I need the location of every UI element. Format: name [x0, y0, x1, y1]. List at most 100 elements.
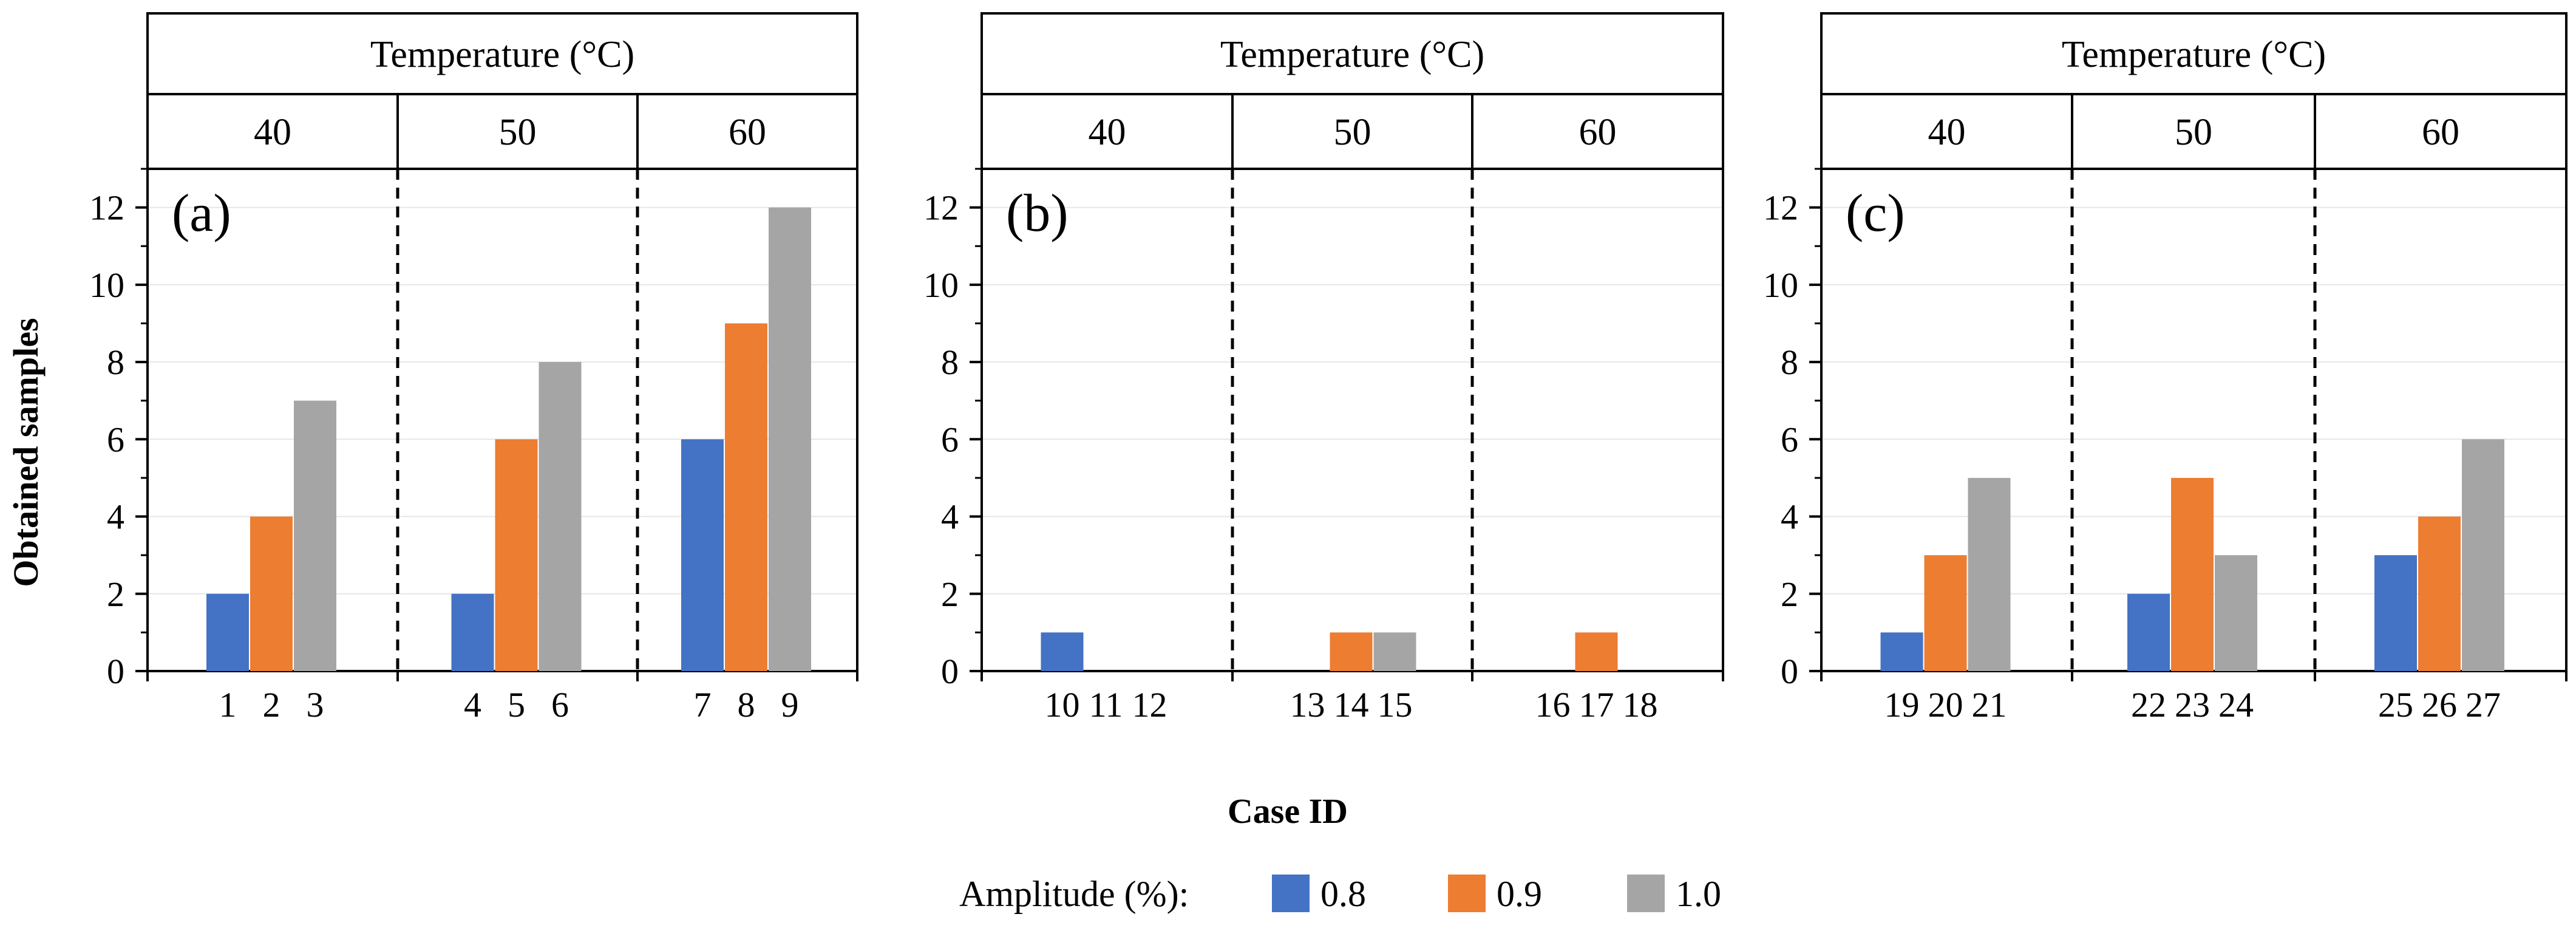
panel-label: (c) [1846, 184, 1905, 243]
x-tick-label: 3 [307, 685, 324, 725]
y-tick-label: 4 [1781, 497, 1798, 537]
x-tick-label: 27 [2466, 685, 2501, 725]
x-tick-label: 16 [1535, 685, 1571, 725]
bar-case-17 [1575, 632, 1618, 671]
y-tick-label: 2 [107, 575, 124, 614]
bar-case-4 [451, 593, 494, 671]
x-tick-label: 2 [263, 685, 280, 725]
x-tick-label: 24 [2218, 685, 2254, 725]
bar-case-26 [2418, 516, 2461, 671]
temperature-header-title: Temperature (°C) [2062, 34, 2326, 75]
legend-label-1_0: 1.0 [1676, 874, 1721, 914]
legend-swatch-1_0 [1627, 875, 1665, 912]
x-tick-label: 17 [1579, 685, 1614, 725]
x-tick-label: 8 [738, 685, 755, 725]
temperature-header-title: Temperature (°C) [1220, 34, 1484, 75]
y-tick-label: 2 [941, 575, 959, 614]
x-tick-label: 12 [1132, 685, 1167, 725]
bar-case-5 [495, 439, 538, 671]
x-tick-label: 22 [2131, 685, 2166, 725]
x-tick-label: 6 [551, 685, 569, 725]
bar-case-7 [681, 439, 724, 671]
bar-case-6 [539, 362, 582, 671]
bar-case-14 [1330, 632, 1373, 671]
legend-label-0_8: 0.8 [1320, 874, 1366, 914]
y-axis-label: Obtained samples [6, 318, 46, 587]
bar-case-15 [1373, 632, 1416, 671]
x-tick-label: 13 [1290, 685, 1325, 725]
bar-case-24 [2215, 555, 2257, 671]
x-tick-label: 26 [2422, 685, 2457, 725]
y-tick-label: 8 [941, 343, 959, 382]
temperature-group-label: 50 [2175, 112, 2212, 153]
temperature-group-label: 40 [254, 112, 291, 153]
temperature-group-label: 40 [1089, 112, 1126, 153]
panel-label: (b) [1006, 184, 1069, 243]
y-tick-label: 12 [1763, 188, 1798, 228]
temperature-group-label: 60 [2422, 112, 2459, 153]
legend-label-0_9: 0.9 [1497, 874, 1542, 914]
bar-case-3 [294, 400, 336, 671]
bar-case-9 [769, 207, 811, 672]
x-tick-label: 7 [694, 685, 712, 725]
bar-case-2 [250, 516, 293, 671]
y-tick-label: 6 [941, 420, 959, 459]
y-tick-label: 6 [107, 420, 124, 459]
y-tick-label: 8 [107, 343, 124, 382]
y-tick-label: 12 [89, 188, 124, 228]
bar-case-23 [2171, 477, 2214, 671]
y-tick-label: 6 [1781, 420, 1798, 459]
y-tick-label: 0 [107, 652, 124, 691]
temperature-group-label: 50 [1334, 112, 1371, 153]
temperature-group-label: 60 [729, 112, 766, 153]
x-tick-label: 4 [464, 685, 481, 725]
y-tick-label: 0 [941, 652, 959, 691]
y-tick-label: 10 [1763, 265, 1798, 305]
x-tick-label: 1 [219, 685, 237, 725]
x-tick-label: 19 [1884, 685, 1920, 725]
legend-title: Amplitude (%): [959, 874, 1189, 914]
bar-case-20 [1924, 555, 1967, 671]
x-tick-label: 11 [1089, 685, 1123, 725]
bar-case-21 [1968, 477, 2011, 671]
x-tick-label: 20 [1928, 685, 1963, 725]
temperature-group-label: 40 [1928, 112, 1966, 153]
x-tick-label: 5 [508, 685, 525, 725]
x-tick-label: 15 [1378, 685, 1413, 725]
y-tick-label: 12 [923, 188, 959, 228]
y-tick-label: 8 [1781, 343, 1798, 382]
temperature-group-label: 60 [1579, 112, 1617, 153]
x-tick-label: 18 [1623, 685, 1658, 725]
bar-case-1 [206, 593, 249, 671]
legend-swatch-0_9 [1448, 875, 1486, 912]
bar-case-10 [1041, 632, 1084, 671]
y-tick-label: 10 [89, 265, 124, 305]
temperature-header-title: Temperature (°C) [370, 34, 634, 75]
bar-case-8 [725, 323, 767, 671]
y-tick-label: 10 [923, 265, 959, 305]
y-tick-label: 0 [1781, 652, 1798, 691]
panel-label: (a) [172, 184, 231, 243]
bar-case-25 [2374, 555, 2417, 671]
bar-case-19 [1880, 632, 1923, 671]
temperature-header-box [980, 12, 1724, 170]
x-tick-label: 14 [1334, 685, 1369, 725]
x-tick-label: 23 [2175, 685, 2210, 725]
x-tick-label: 10 [1045, 685, 1080, 725]
x-tick-label: 25 [2378, 685, 2413, 725]
y-tick-label: 4 [941, 497, 959, 537]
bar-case-22 [2127, 593, 2170, 671]
legend-swatch-0_8 [1272, 875, 1310, 912]
x-tick-label: 9 [781, 685, 799, 725]
temperature-header-box [1820, 12, 2568, 170]
bar-case-27 [2462, 439, 2504, 671]
legend: Amplitude (%): 0.8 0.9 1.0 [959, 874, 1721, 914]
temperature-header-box [146, 12, 858, 170]
x-axis-label: Case ID [1228, 791, 1348, 831]
